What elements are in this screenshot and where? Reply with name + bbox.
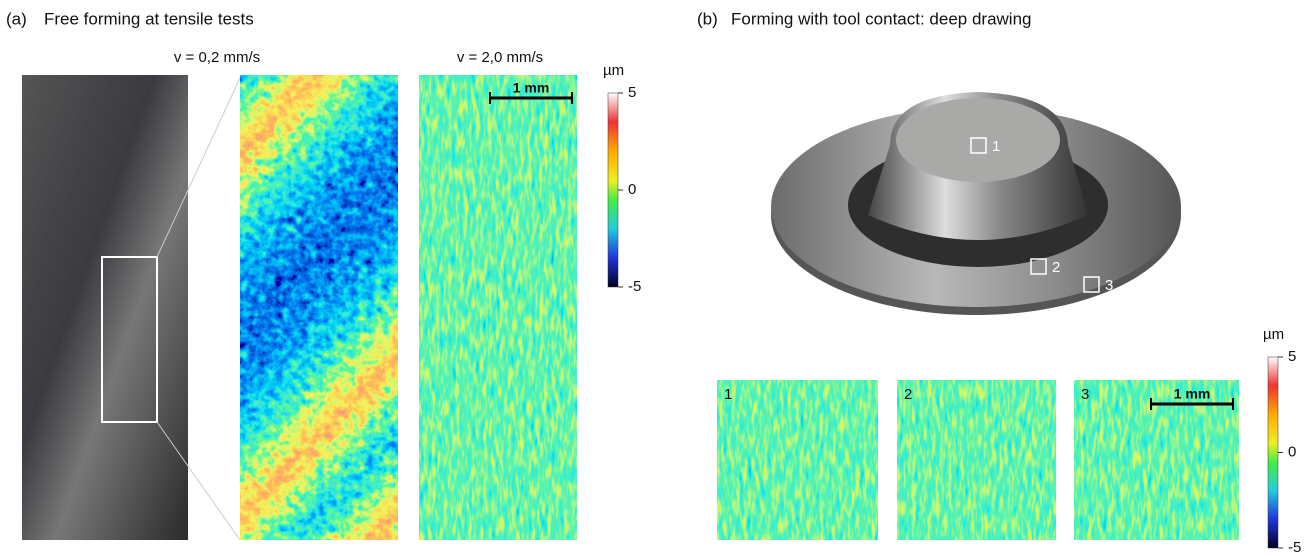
specimen-photo xyxy=(22,75,188,540)
colorbar-unit: µm xyxy=(1263,326,1284,343)
colorbar-unit: µm xyxy=(603,62,624,79)
panel-label: (b) xyxy=(697,9,718,28)
page: {"panel_a":{"label":"(a)","title":"Free … xyxy=(0,0,1311,557)
colorbar-tick-label: 5 xyxy=(1288,348,1296,365)
height-map xyxy=(897,380,1056,540)
figure: (a) Free forming at tensile tests v = 0,… xyxy=(0,0,1311,557)
panel-title: Free forming at tensile tests xyxy=(44,9,254,28)
colorbar-tick-label: -5 xyxy=(628,278,641,295)
colorbar: µm5 0 -5 xyxy=(1263,326,1301,556)
marker-label: 1 xyxy=(992,138,1000,155)
inset-label: 3 xyxy=(1081,386,1089,403)
marker-label: 3 xyxy=(1105,277,1113,294)
height-map xyxy=(419,75,577,540)
height-map xyxy=(240,75,398,540)
height-map xyxy=(717,380,878,540)
colorbar-tick-label: 5 xyxy=(628,84,636,101)
colorbar-tick-label: -5 xyxy=(1288,539,1301,556)
scale-label: 1 mm xyxy=(513,80,550,96)
colorbar-scale xyxy=(1268,357,1278,548)
caption: v = 2,0 mm/s xyxy=(457,49,543,66)
inset-label: 2 xyxy=(904,386,912,403)
colorbar: µm5 0 -5 xyxy=(603,62,641,295)
panel-title: Forming with tool contact: deep drawing xyxy=(731,9,1032,28)
deep-drawn-cup xyxy=(771,92,1181,315)
colorbar-tick-label: 0 xyxy=(1288,443,1296,460)
colorbar-scale xyxy=(608,93,618,287)
panel-label: (a) xyxy=(6,9,27,28)
scale-label: 1 mm xyxy=(1174,386,1211,402)
caption: v = 0,2 mm/s xyxy=(174,49,260,66)
marker-label: 2 xyxy=(1052,259,1060,276)
inset-label: 1 xyxy=(724,386,732,403)
colorbar-tick-label: 0 xyxy=(628,181,636,198)
